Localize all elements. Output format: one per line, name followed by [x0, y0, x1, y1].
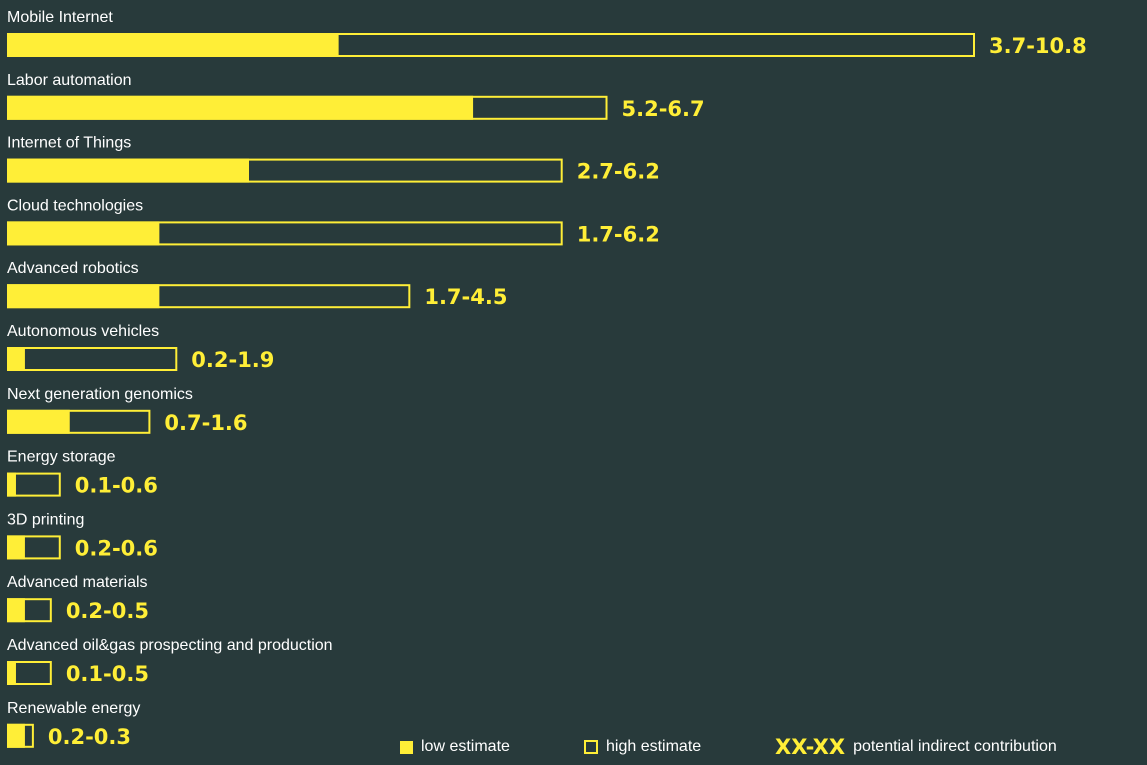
range-value-label: 1.7-4.5 [424, 285, 507, 309]
chart-row: Advanced robotics 1.7-4.5 [7, 260, 507, 309]
high-estimate-swatch [584, 740, 598, 754]
low-estimate-bar [7, 472, 16, 497]
range-value-label: 2.7-6.2 [577, 160, 660, 184]
category-label: Advanced materials [7, 574, 148, 591]
category-label: Next generation genomics [7, 386, 193, 403]
legend-high-estimate: high estimate [584, 733, 701, 761]
chart-row: Cloud technologies 1.7-6.2 [7, 197, 660, 246]
chart-legend: low estimate high estimate XX-XX potenti… [0, 733, 1147, 761]
category-label: 3D printing [7, 511, 84, 528]
range-value-label: 0.2-0.3 [48, 725, 131, 749]
category-label: Energy storage [7, 449, 116, 466]
low-estimate-bar [7, 33, 339, 57]
legend-range: XX-XX potential indirect contribution [775, 733, 1057, 761]
low-estimate-bar [7, 535, 25, 560]
range-value-label: 0.1-0.5 [66, 662, 149, 686]
category-label: Renewable energy [7, 700, 140, 717]
category-label: Internet of Things [7, 135, 131, 152]
chart-row: 3D printing 0.2-0.6 [7, 511, 158, 560]
range-value-label: 3.7-10.8 [989, 34, 1087, 58]
range-value-label: 0.2-1.9 [191, 348, 274, 372]
low-estimate-bar [7, 661, 16, 685]
chart-row: Advanced oil&gas prospecting and product… [7, 637, 333, 686]
low-estimate-bar [7, 158, 249, 183]
chart-row: Energy storage 0.1-0.6 [7, 449, 158, 498]
low-estimate-bar [7, 221, 160, 246]
category-label: Advanced oil&gas prospecting and product… [7, 637, 333, 654]
chart-row: Renewable energy 0.2-0.3 [7, 700, 140, 749]
low-estimate-bar [7, 598, 25, 623]
legend-range-label: potential indirect contribution [853, 738, 1057, 755]
range-value-label: 1.7-6.2 [577, 222, 660, 246]
low-estimate-bar [7, 723, 25, 748]
category-label: Cloud technologies [7, 197, 143, 214]
chart-row: Labor automation 5.2-6.7 [7, 72, 705, 121]
chart-row: Autonomous vehicles 0.2-1.9 [7, 323, 274, 372]
range-value-label: 5.2-6.7 [622, 97, 705, 121]
high-estimate-bar [7, 347, 178, 371]
low-estimate-bar [7, 95, 474, 120]
category-label: Labor automation [7, 72, 132, 89]
chart-row: Advanced materials 0.2-0.5 [7, 574, 149, 623]
chart-row: Mobile Internet 3.7-10.8 [7, 9, 1087, 58]
low-estimate-bar [7, 409, 70, 434]
low-estimate-bar [7, 284, 160, 309]
chart-row: Next generation genomics 0.7-1.6 [7, 386, 248, 435]
low-estimate-swatch [400, 740, 413, 754]
legend-high-label: high estimate [606, 738, 702, 755]
range-value-label: 0.2-0.6 [75, 536, 158, 560]
range-value-label: 0.1-0.6 [75, 474, 158, 498]
category-label: Advanced robotics [7, 260, 139, 277]
legend-low-estimate: low estimate [400, 733, 510, 761]
legend-range-symbol: XX-XX [775, 735, 846, 759]
legend-low-label: low estimate [421, 738, 510, 755]
chart-row: Internet of Things 2.7-6.2 [7, 135, 660, 184]
category-label: Mobile Internet [7, 9, 113, 26]
range-value-label: 0.2-0.5 [66, 599, 149, 623]
low-estimate-bar [7, 347, 25, 371]
category-label: Autonomous vehicles [7, 323, 159, 340]
range-value-label: 0.7-1.6 [164, 411, 247, 435]
